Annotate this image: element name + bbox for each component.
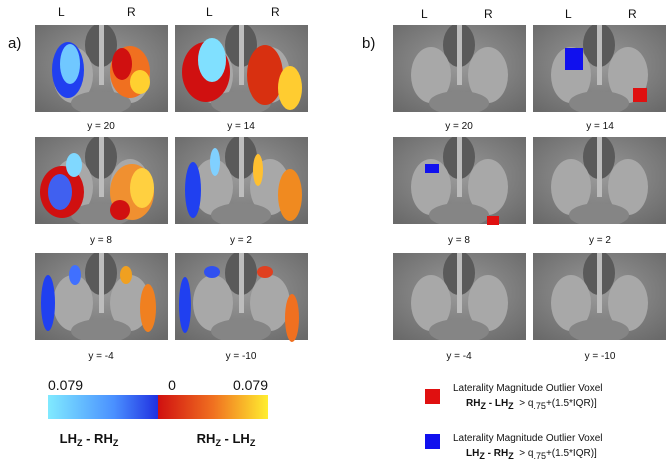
shape: [140, 284, 156, 332]
hemisphere-label: R: [628, 7, 637, 21]
shape: [533, 137, 666, 224]
colorbar-caption: RHZ - LHZ: [197, 431, 256, 448]
hemisphere-label: R: [484, 7, 493, 21]
legend-title: Laterality Magnitude Outlier Voxel: [453, 433, 603, 444]
shape: [110, 200, 130, 220]
legend-swatch: [425, 434, 440, 449]
shape: [253, 154, 263, 186]
text-part: .75: [533, 451, 546, 461]
legend-formula: LHZ - RHZ > q.75+(1.5*IQR)]: [466, 448, 597, 461]
slice-caption: y = 20: [87, 121, 115, 132]
text-part: - RH: [83, 431, 113, 446]
shape: [185, 162, 201, 218]
brain-slices: [35, 25, 308, 342]
shape: [210, 148, 220, 176]
slice-caption: y = -4: [446, 351, 472, 362]
text-part: Z: [479, 451, 485, 461]
shape: [60, 44, 80, 84]
hemisphere-label: L: [206, 5, 213, 19]
shape: [257, 266, 273, 278]
shape: [66, 153, 82, 177]
colorbar-label: 0.079: [233, 377, 268, 393]
colorbar-caption: LHZ - RHZ: [60, 431, 119, 448]
shape: [565, 48, 583, 70]
text-part: +(1.5*IQR)]: [546, 398, 597, 409]
text-part: - LH: [221, 431, 250, 446]
shape: [393, 253, 526, 340]
slice-caption: y = 2: [589, 235, 611, 246]
text-part: - LH: [486, 398, 508, 409]
legend-swatch: [425, 389, 440, 404]
shape: [112, 48, 132, 80]
slice-caption: y = 14: [586, 121, 614, 132]
shape: [204, 266, 220, 278]
shape: [533, 253, 666, 340]
legend-title: Laterality Magnitude Outlier Voxel: [453, 383, 603, 394]
hemisphere-label: L: [565, 7, 572, 21]
slice-caption: y = 20: [445, 121, 473, 132]
text-part: > q: [514, 448, 534, 459]
panel-label: a): [8, 35, 21, 52]
shape: [41, 275, 55, 331]
slice-caption: y = 14: [227, 121, 255, 132]
shape: [393, 25, 526, 112]
text-part: +(1.5*IQR)]: [546, 448, 597, 459]
shape: [633, 88, 647, 102]
slice-caption: y = 8: [90, 235, 112, 246]
legend-formula: RHZ - LHZ > q.75+(1.5*IQR)]: [466, 398, 597, 411]
hemisphere-label: R: [127, 5, 136, 19]
colorbar-label: 0.079: [48, 377, 83, 393]
hemisphere-label: L: [58, 5, 65, 19]
text-part: Z: [77, 438, 83, 448]
shape: [278, 66, 302, 110]
text-part: Z: [215, 438, 221, 448]
colorbar: [48, 395, 268, 419]
hemisphere-label: L: [421, 7, 428, 21]
text-part: Z: [508, 451, 514, 461]
shape: [130, 70, 150, 94]
shape: [69, 265, 81, 285]
hemisphere-label: R: [271, 5, 280, 19]
text-part: LH: [466, 448, 479, 459]
shape: [198, 38, 226, 82]
shape: [179, 277, 191, 333]
shape: [247, 45, 283, 105]
shape: [48, 174, 72, 210]
text-part: - RH: [485, 448, 508, 459]
text-part: RH: [197, 431, 216, 446]
slice-caption: y = 8: [448, 235, 470, 246]
text-part: RH: [466, 398, 480, 409]
text-part: Z: [113, 438, 119, 448]
shape: [120, 266, 132, 284]
text-part: Z: [250, 438, 256, 448]
text-part: Z: [508, 401, 514, 411]
text-part: Z: [480, 401, 486, 411]
text-part: > q: [514, 398, 534, 409]
slice-caption: y = 2: [230, 235, 252, 246]
slice-caption: y = -10: [585, 351, 616, 362]
shape: [393, 137, 526, 224]
colorbar-label: 0: [168, 377, 176, 393]
text-part: .75: [533, 401, 546, 411]
shape: [130, 168, 154, 208]
shape: [278, 169, 302, 221]
shape: [487, 216, 499, 225]
text-part: LH: [60, 431, 77, 446]
brain-slices: [393, 25, 666, 340]
shape: [285, 294, 299, 342]
shape: [425, 164, 439, 173]
slice-caption: y = -4: [88, 351, 114, 362]
slice-caption: y = -10: [226, 351, 257, 362]
panel-label: b): [362, 35, 375, 52]
